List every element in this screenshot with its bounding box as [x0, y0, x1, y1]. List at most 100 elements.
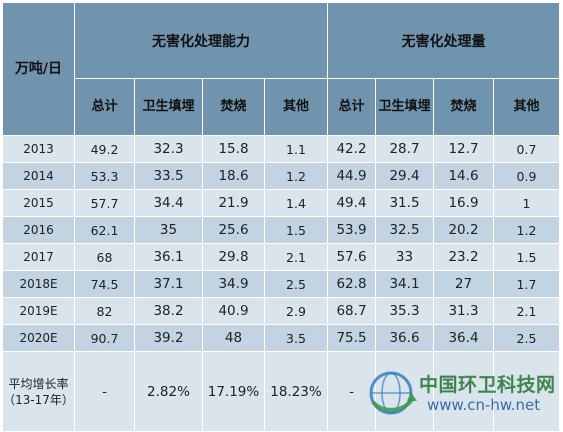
table-row: 2017 68 36.1 29.8 2.1 57.6 33 23.2 1.5: [2, 243, 560, 271]
growth-label: 平均增长率（13-17年）: [2, 351, 75, 432]
table-cell: 34.9: [202, 270, 265, 298]
table-cell: 49.2: [74, 135, 135, 163]
year-cell: 2018E: [2, 270, 75, 298]
table-row: 2019E 82 38.2 40.9 2.9 68.7 35.3 31.3 2.1: [2, 297, 560, 325]
table-cell: 53.3: [74, 162, 135, 190]
col-header: 卫生填埋: [375, 78, 434, 136]
table-cell: 33.5: [134, 162, 203, 190]
table-cell: 57.7: [74, 189, 135, 217]
table-cell: 31.3: [433, 297, 494, 325]
col-header: 焚烧: [202, 78, 265, 136]
table-cell: 23.2: [433, 243, 494, 271]
col-header: 焚烧: [433, 78, 494, 136]
capacity-group-header: 无害化处理能力: [74, 2, 328, 79]
table-cell: 57.6: [327, 243, 376, 271]
table-cell: 0.9: [493, 162, 560, 190]
table-cell: 53.9: [327, 216, 376, 244]
table-cell: 82: [74, 297, 135, 325]
table-cell: 62.1: [74, 216, 135, 244]
table-cell: 38.2: [134, 297, 203, 325]
table-cell: 2.1: [264, 243, 328, 271]
table-cell: 1.1: [264, 135, 328, 163]
table-row: 2020E 90.7 39.2 48 3.5 75.5 36.6 36.4 2.5: [2, 324, 560, 352]
table-cell: 90.7: [74, 324, 135, 352]
table-row: 2016 62.1 35 25.6 1.5 53.9 32.5 20.2 1.2: [2, 216, 560, 244]
corner-header: 万吨/日: [2, 2, 75, 136]
table-cell: 2.1: [493, 297, 560, 325]
table-cell: 74.5: [74, 270, 135, 298]
table-cell: 29.4: [375, 162, 434, 190]
table-cell: 32.5: [375, 216, 434, 244]
table-cell: 18.6: [202, 162, 265, 190]
table-cell: 75.5: [327, 324, 376, 352]
table-cell: 35: [134, 216, 203, 244]
table-cell: 1.2: [264, 162, 328, 190]
table-cell: 34.4: [134, 189, 203, 217]
table-cell: 68.7: [327, 297, 376, 325]
table-cell: 36.4: [433, 324, 494, 352]
table-cell: 32.3: [134, 135, 203, 163]
table-cell: 68: [74, 243, 135, 271]
table-cell: 34.1: [375, 270, 434, 298]
volume-group-header: 无害化处理量: [327, 2, 560, 79]
table-cell: 20.2: [433, 216, 494, 244]
table-cell: [493, 351, 560, 432]
table-cell: 1.2: [493, 216, 560, 244]
table-cell: 48: [202, 324, 265, 352]
table-cell: 25.6: [202, 216, 265, 244]
table-cell: 2.9: [264, 297, 328, 325]
table-cell: 15.8: [202, 135, 265, 163]
year-cell: 2013: [2, 135, 75, 163]
table-row: 2018E 74.5 37.1 34.9 2.5 62.8 34.1 27 1.7: [2, 270, 560, 298]
table-cell: 0.7: [493, 135, 560, 163]
table-cell: 2.5: [493, 324, 560, 352]
table-cell: 44.9: [327, 162, 376, 190]
year-cell: 2014: [2, 162, 75, 190]
table-cell: 1: [493, 189, 560, 217]
year-cell: 2016: [2, 216, 75, 244]
table-cell: 62.8: [327, 270, 376, 298]
table-cell: 1.7: [493, 270, 560, 298]
table-cell: [375, 351, 434, 432]
col-header: 总计: [74, 78, 135, 136]
table-row: 2015 57.7 34.4 21.9 1.4 49.4 31.5 16.9 1: [2, 189, 560, 217]
table-cell: 27: [433, 270, 494, 298]
table-cell: 36.6: [375, 324, 434, 352]
year-cell: 2015: [2, 189, 75, 217]
table-cell: 40.9: [202, 297, 265, 325]
table-cell: 3.5: [264, 324, 328, 352]
table-row: 2013 49.2 32.3 15.8 1.1 42.2 28.7 12.7 0.7: [2, 135, 560, 163]
table-cell: 1.4: [264, 189, 328, 217]
table-cell: 1.5: [493, 243, 560, 271]
table-cell: 35.3: [375, 297, 434, 325]
table-cell: 14.6: [433, 162, 494, 190]
col-header: 卫生填埋: [134, 78, 203, 136]
table-row: 2014 53.3 33.5 18.6 1.2 44.9 29.4 14.6 0.9: [2, 162, 560, 190]
table-body: 2013 49.2 32.3 15.8 1.1 42.2 28.7 12.7 0.7 2014 53…: [2, 135, 560, 352]
col-header: 其他: [493, 78, 560, 136]
table-cell: 28.7: [375, 135, 434, 163]
table-cell: 16.9: [433, 189, 494, 217]
table-cell: 37.1: [134, 270, 203, 298]
table-cell: 2.82%: [134, 351, 203, 432]
table-cell: 33: [375, 243, 434, 271]
year-cell: 2017: [2, 243, 75, 271]
table-cell: 39.2: [134, 324, 203, 352]
table-cell: 49.4: [327, 189, 376, 217]
table-cell: 31.5: [375, 189, 434, 217]
table-cell: -: [327, 351, 376, 432]
table-cell: 36.1: [134, 243, 203, 271]
table-cell: [433, 351, 494, 432]
table-cell: -: [74, 351, 135, 432]
year-cell: 2019E: [2, 297, 75, 325]
table-cell: 42.2: [327, 135, 376, 163]
col-header: 总计: [327, 78, 376, 136]
col-header: 其他: [264, 78, 328, 136]
table-cell: 17.19%: [202, 351, 265, 432]
table-cell: 29.8: [202, 243, 265, 271]
table-cell: 18.23%: [264, 351, 328, 432]
year-cell: 2020E: [2, 324, 75, 352]
table-cell: 21.9: [202, 189, 265, 217]
table-cell: 12.7: [433, 135, 494, 163]
